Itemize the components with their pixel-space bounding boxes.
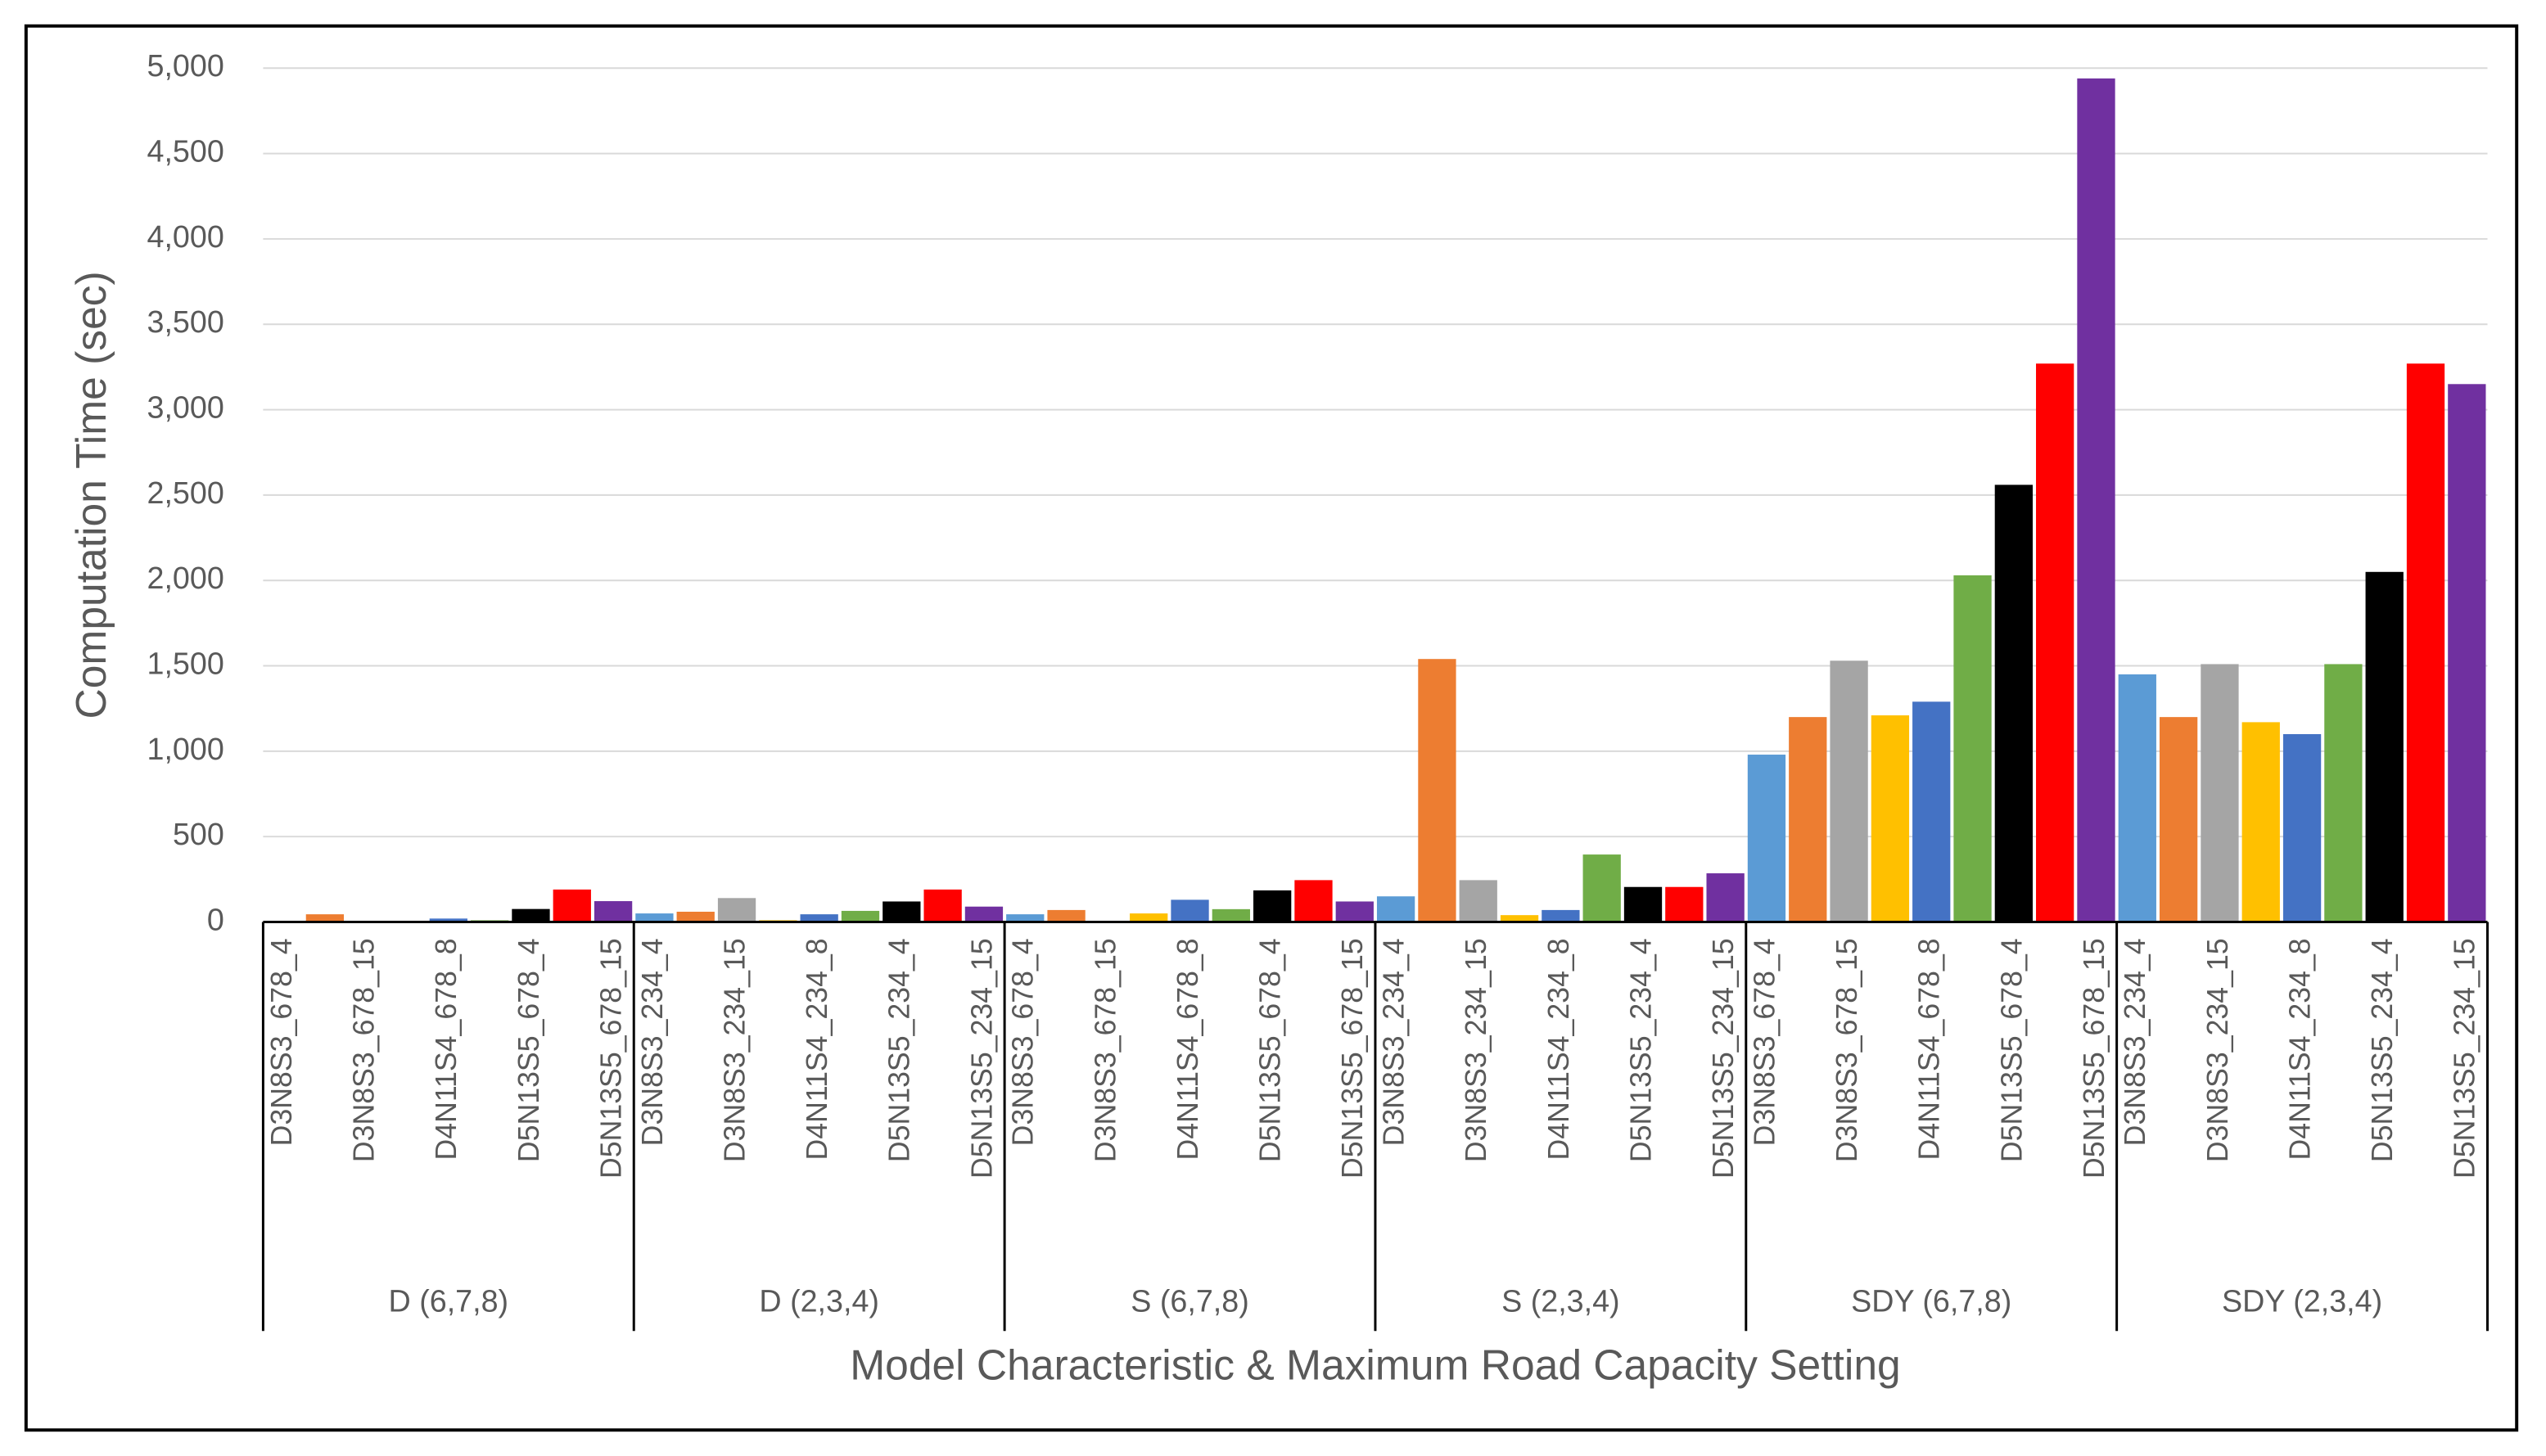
x-tick-label: D5N13S5_234_15 xyxy=(2449,938,2481,1179)
bar xyxy=(1953,575,1992,922)
group-label: S (6,7,8) xyxy=(1131,1284,1248,1319)
bar xyxy=(2201,664,2239,922)
bar xyxy=(1500,915,1539,922)
bar xyxy=(1665,886,1704,922)
bar xyxy=(2282,733,2322,922)
bar xyxy=(1789,717,1827,922)
bar xyxy=(1830,660,1868,922)
bar xyxy=(1212,908,1250,922)
x-tick-label: D3N8S3_678_4 xyxy=(265,938,298,1146)
x-tick-label: D3N8S3_234_4 xyxy=(1378,938,1411,1146)
x-tick-label: D5N13S5_234_15 xyxy=(965,938,998,1179)
x-tick-label: D4N11S4_234_8 xyxy=(801,938,833,1160)
bar xyxy=(717,898,756,922)
bar xyxy=(553,889,591,922)
bar xyxy=(1047,909,1086,922)
x-tick-label: D5N13S5_234_4 xyxy=(1624,938,1657,1162)
bar xyxy=(1294,880,1333,922)
bar xyxy=(1912,701,1951,922)
bar xyxy=(883,901,921,922)
bar xyxy=(1253,890,1292,922)
y-tick-label: 3,500 xyxy=(147,304,224,339)
bar xyxy=(1623,886,1663,922)
bar xyxy=(2159,717,2198,922)
x-tick-label: D3N8S3_234_4 xyxy=(2119,938,2151,1146)
bar xyxy=(2448,384,2486,922)
group-label: D (2,3,4) xyxy=(759,1284,879,1319)
bar xyxy=(841,910,880,922)
x-tick-label: D3N8S3_234_15 xyxy=(718,938,751,1162)
bar xyxy=(2324,664,2363,922)
x-tick-label: D5N13S5_234_4 xyxy=(883,938,916,1162)
bar xyxy=(2365,571,2404,922)
group-label: SDY (6,7,8) xyxy=(1851,1284,2011,1319)
bar xyxy=(1871,715,1910,922)
x-tick-label: D5N13S5_678_4 xyxy=(1995,938,2028,1162)
bar xyxy=(1130,913,1168,922)
x-tick-label: D4N11S4_678_8 xyxy=(1171,938,1204,1160)
bar xyxy=(512,908,550,922)
x-tick-label: D3N8S3_678_15 xyxy=(1089,938,1122,1162)
bar xyxy=(2077,78,2115,922)
y-tick-label: 5,000 xyxy=(147,48,224,83)
y-tick-label: 1,500 xyxy=(147,646,224,680)
group-label: D (6,7,8) xyxy=(389,1284,509,1319)
bar xyxy=(429,918,467,922)
x-tick-label: D5N13S5_678_15 xyxy=(595,938,628,1179)
x-tick-label: D4N11S4_234_8 xyxy=(2283,938,2316,1160)
y-tick-label: 2,500 xyxy=(147,476,224,510)
bar xyxy=(800,914,838,922)
x-tick-label: D4N11S4_678_8 xyxy=(430,938,463,1160)
bar xyxy=(1747,755,1786,922)
y-tick-label: 4,500 xyxy=(147,134,224,169)
y-tick-label: 3,000 xyxy=(147,390,224,425)
bar xyxy=(2036,363,2074,922)
bar xyxy=(1542,909,1580,922)
y-tick-label: 1,000 xyxy=(147,732,224,766)
x-tick-label: D5N13S5_678_4 xyxy=(1254,938,1287,1162)
bar xyxy=(1006,914,1045,922)
bar xyxy=(594,901,633,922)
bar xyxy=(635,913,674,922)
x-tick-label: D5N13S5_678_15 xyxy=(1336,938,1369,1179)
y-tick-label: 2,000 xyxy=(147,561,224,595)
y-tick-label: 0 xyxy=(207,902,224,936)
x-tick-label: D5N13S5_678_15 xyxy=(2078,938,2110,1179)
bar xyxy=(2118,674,2156,922)
y-tick-label: 4,000 xyxy=(147,219,224,254)
y-tick-label: 500 xyxy=(173,817,224,851)
bar xyxy=(1582,854,1621,922)
x-tick-label: D3N8S3_678_4 xyxy=(1007,938,1040,1146)
bar xyxy=(964,906,1004,922)
x-tick-label: D5N13S5_234_4 xyxy=(2366,938,2399,1162)
x-tick-label: D4N11S4_234_8 xyxy=(1542,938,1575,1160)
bar xyxy=(923,889,962,922)
bar xyxy=(1459,880,1497,922)
bar xyxy=(676,911,715,922)
bar xyxy=(305,914,345,922)
group-label: SDY (2,3,4) xyxy=(2222,1284,2382,1319)
x-axis-title: Model Characteristic & Maximum Road Capa… xyxy=(850,1341,1900,1389)
bar xyxy=(1171,899,1209,922)
bar xyxy=(1418,659,1456,922)
bar xyxy=(2241,722,2280,922)
bar xyxy=(2406,363,2445,922)
x-tick-label: D3N8S3_234_15 xyxy=(1460,938,1492,1162)
group-label: S (2,3,4) xyxy=(1501,1284,1619,1319)
y-axis-title: Computation Time (sec) xyxy=(67,271,115,719)
bar xyxy=(1994,485,2033,922)
bar xyxy=(1706,873,1745,922)
x-tick-label: D4N11S4_678_8 xyxy=(1913,938,1946,1160)
x-tick-label: D3N8S3_234_4 xyxy=(636,938,669,1146)
x-tick-label: D3N8S3_678_15 xyxy=(1831,938,1863,1162)
x-tick-label: D5N13S5_234_15 xyxy=(1707,938,1740,1179)
x-tick-label: D3N8S3_678_15 xyxy=(348,938,381,1162)
x-tick-label: D3N8S3_678_4 xyxy=(1748,938,1781,1146)
x-tick-label: D3N8S3_234_15 xyxy=(2201,938,2234,1162)
x-tick-label: D5N13S5_678_4 xyxy=(512,938,545,1162)
bar xyxy=(1335,901,1374,922)
bar xyxy=(1376,896,1415,922)
